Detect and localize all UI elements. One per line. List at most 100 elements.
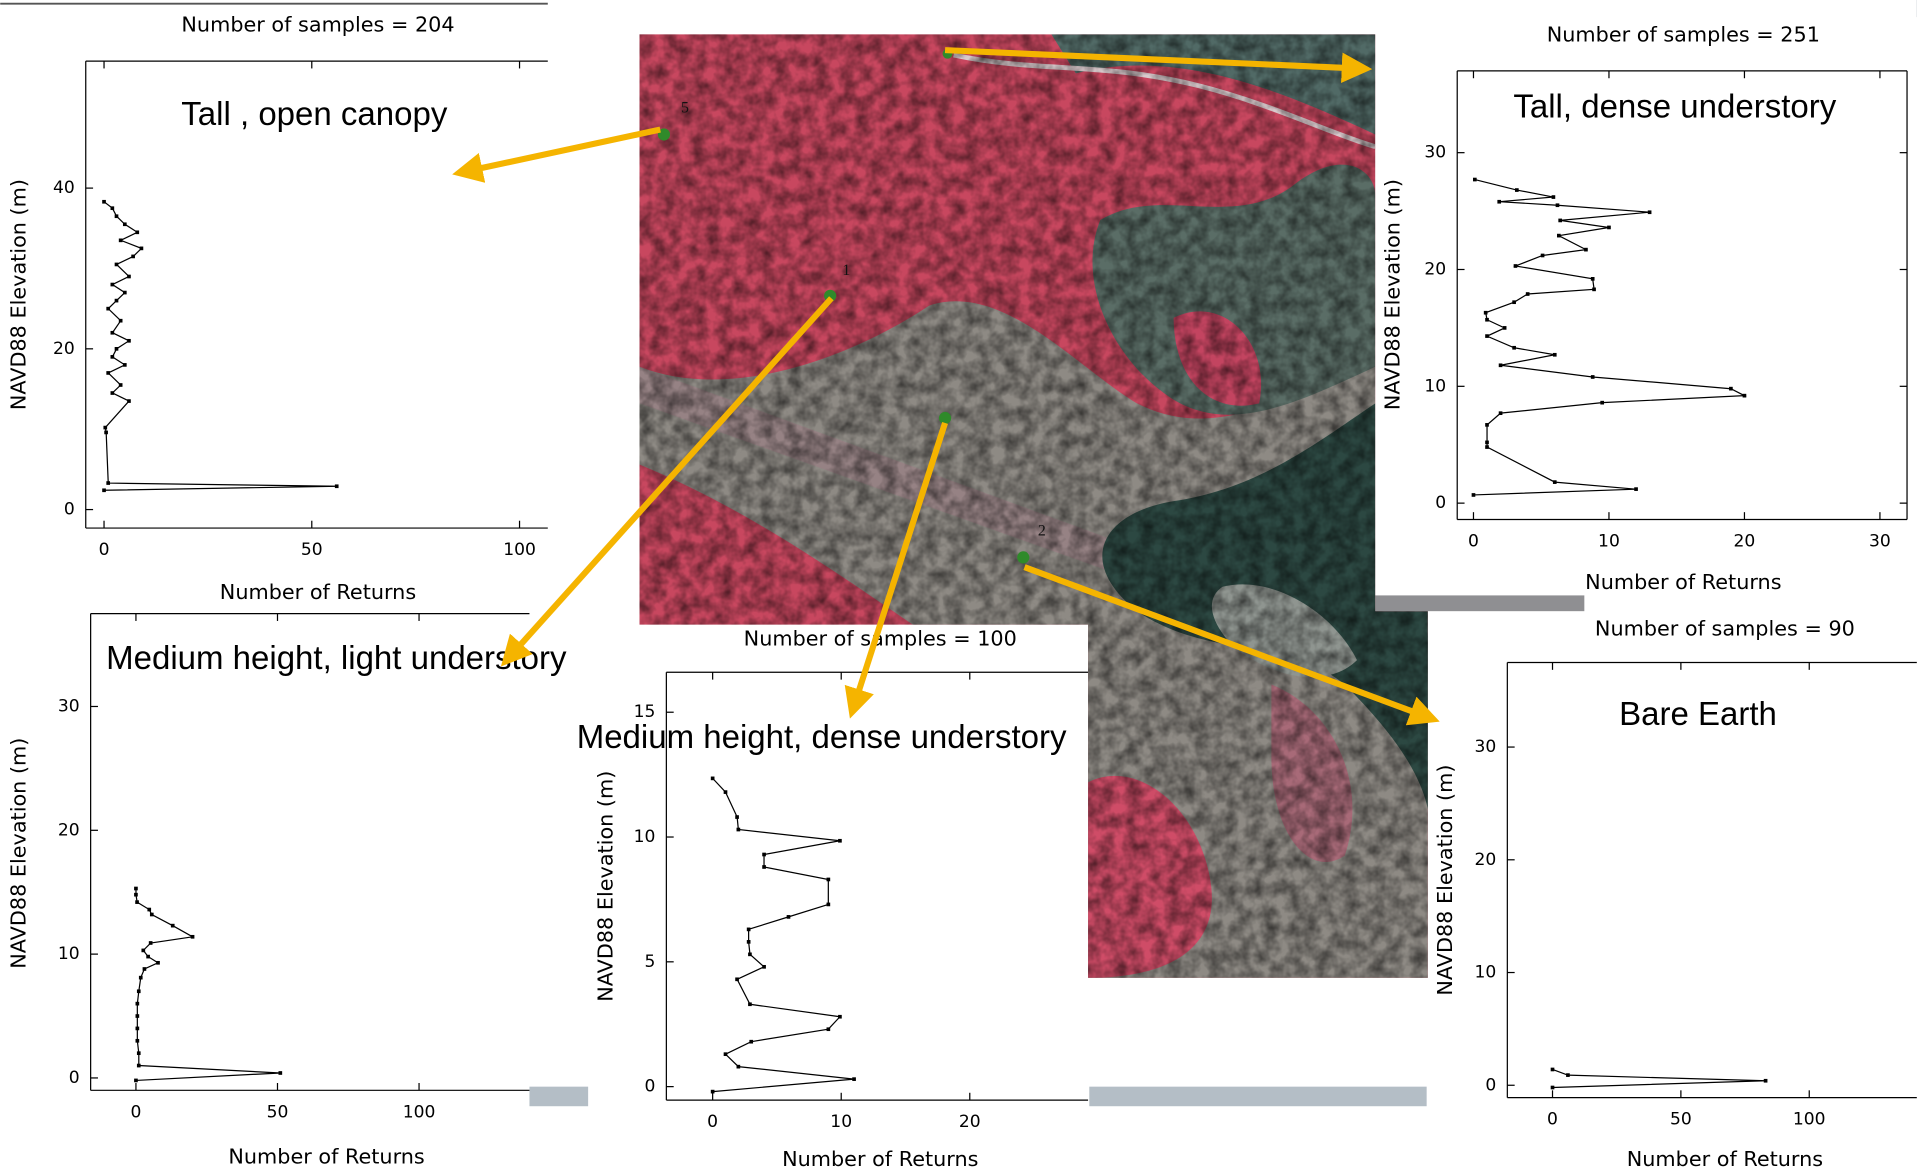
data-point	[123, 222, 127, 226]
x-tick-label: 50	[267, 1102, 289, 1122]
data-point	[135, 900, 139, 904]
data-point	[150, 913, 154, 917]
data-point	[1764, 1079, 1768, 1083]
x-tick-label: 30	[1869, 531, 1891, 551]
data-point	[115, 299, 119, 303]
data-point	[143, 967, 147, 971]
data-point	[191, 935, 195, 939]
data-point	[724, 1052, 728, 1056]
data-point	[115, 347, 119, 351]
x-tick-label: 0	[1468, 531, 1479, 551]
data-point	[139, 976, 143, 980]
annotation: Medium height, dense understory	[577, 718, 1067, 755]
data-point	[852, 1077, 856, 1081]
x-axis-label: Number of Returns	[782, 1147, 978, 1171]
y-tick-label: 10	[1424, 376, 1446, 396]
data-point	[134, 1079, 138, 1083]
gray-bar	[1089, 1087, 1426, 1107]
x-tick-label: 50	[301, 540, 323, 560]
data-point	[1497, 200, 1501, 204]
data-point	[136, 1039, 140, 1043]
y-tick-label: 10	[634, 827, 656, 847]
data-point	[827, 1027, 831, 1031]
data-point	[1558, 219, 1562, 223]
profile-line	[136, 889, 280, 1081]
data-point	[137, 989, 141, 993]
data-point	[1552, 195, 1556, 199]
site-marker	[1017, 551, 1029, 563]
data-point	[1743, 394, 1747, 398]
data-point	[119, 383, 123, 387]
x-tick-label: 0	[99, 540, 110, 560]
y-axis-label: NAVD88 Elevation (m)	[593, 771, 617, 1002]
annotation: Medium height, light understory	[106, 639, 567, 676]
annotation: Tall , open canopy	[181, 95, 448, 132]
data-point	[737, 828, 741, 832]
y-tick-label: 30	[58, 696, 80, 716]
data-point	[131, 255, 135, 259]
data-point	[747, 928, 751, 932]
data-point	[115, 263, 119, 267]
data-point	[1591, 375, 1595, 379]
data-point	[135, 230, 139, 234]
slide: 05010002040Number of samples = 204Number…	[0, 0, 1917, 1171]
x-tick-label: 100	[503, 540, 536, 560]
data-point	[838, 839, 842, 843]
y-axis-label: NAVD88 Elevation (m)	[1381, 179, 1405, 410]
y-tick-label: 20	[58, 820, 80, 840]
y-axis-label: NAVD88 Elevation (m)	[7, 179, 31, 410]
data-point	[1584, 248, 1588, 252]
data-point	[1499, 411, 1503, 415]
chart-title: Number of samples = 90	[1595, 617, 1855, 641]
data-point	[1551, 1068, 1555, 1072]
photo-strip	[1375, 595, 1584, 611]
data-point	[762, 865, 766, 869]
data-point	[1591, 277, 1595, 281]
x-axis-label: Number of Returns	[228, 1145, 424, 1169]
data-point	[278, 1071, 282, 1075]
data-point	[749, 1040, 753, 1044]
gray-bar	[529, 1087, 588, 1107]
data-point	[1514, 264, 1518, 268]
data-point	[1551, 1086, 1555, 1090]
x-axis-label: Number of Returns	[1627, 1147, 1823, 1171]
data-point	[1553, 480, 1557, 484]
y-axis-label: NAVD88 Elevation (m)	[7, 738, 31, 969]
data-point	[104, 431, 108, 435]
data-point	[1512, 346, 1516, 350]
data-point	[748, 1002, 752, 1006]
data-point	[1485, 334, 1489, 338]
data-point	[102, 488, 106, 492]
x-tick-label: 100	[1793, 1110, 1826, 1130]
data-point	[146, 955, 150, 959]
arrow	[467, 130, 660, 172]
y-tick-label: 0	[644, 1077, 655, 1097]
data-point	[1634, 487, 1638, 491]
aerial-photo	[636, 24, 1443, 990]
x-tick-label: 0	[130, 1102, 141, 1122]
data-point	[735, 977, 739, 981]
data-point	[136, 1014, 140, 1018]
data-point	[140, 247, 144, 251]
data-point	[1503, 326, 1507, 330]
y-tick-label: 0	[1435, 493, 1446, 513]
data-point	[827, 878, 831, 882]
chart-title: Number of samples = 251	[1547, 22, 1820, 46]
data-point	[711, 1090, 715, 1094]
y-tick-label: 0	[64, 500, 75, 520]
data-point	[711, 777, 715, 781]
data-point	[1541, 254, 1545, 258]
data-point	[838, 1015, 842, 1019]
y-tick-label: 10	[1475, 963, 1497, 983]
data-point	[762, 853, 766, 857]
x-tick-label: 0	[1547, 1110, 1558, 1130]
data-point	[137, 1051, 141, 1055]
data-point	[1485, 441, 1489, 445]
x-tick-label: 0	[707, 1112, 718, 1132]
profile-line	[713, 778, 854, 1091]
annotation: Bare Earth	[1619, 695, 1777, 732]
data-point	[141, 949, 145, 953]
data-point	[106, 371, 110, 375]
y-axis-label: NAVD88 Elevation (m)	[1433, 765, 1457, 996]
data-point	[1553, 353, 1557, 357]
